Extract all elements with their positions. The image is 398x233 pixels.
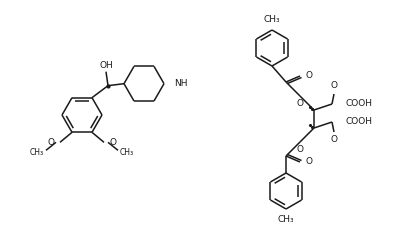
Text: CH₃: CH₃	[264, 16, 280, 24]
Text: O: O	[305, 72, 312, 80]
Text: O: O	[330, 82, 338, 90]
Text: O: O	[297, 99, 304, 109]
Text: CH₃: CH₃	[120, 148, 134, 157]
Text: O: O	[109, 138, 116, 147]
Text: OH: OH	[99, 61, 113, 70]
Text: O: O	[305, 158, 312, 167]
Text: O: O	[330, 136, 338, 144]
Text: COOH: COOH	[345, 117, 372, 127]
Text: O: O	[297, 145, 304, 154]
Text: CH₃: CH₃	[278, 215, 294, 223]
Text: CH₃: CH₃	[30, 148, 44, 157]
Text: COOH: COOH	[345, 99, 372, 109]
Text: O: O	[48, 138, 55, 147]
Text: NH: NH	[174, 79, 187, 88]
